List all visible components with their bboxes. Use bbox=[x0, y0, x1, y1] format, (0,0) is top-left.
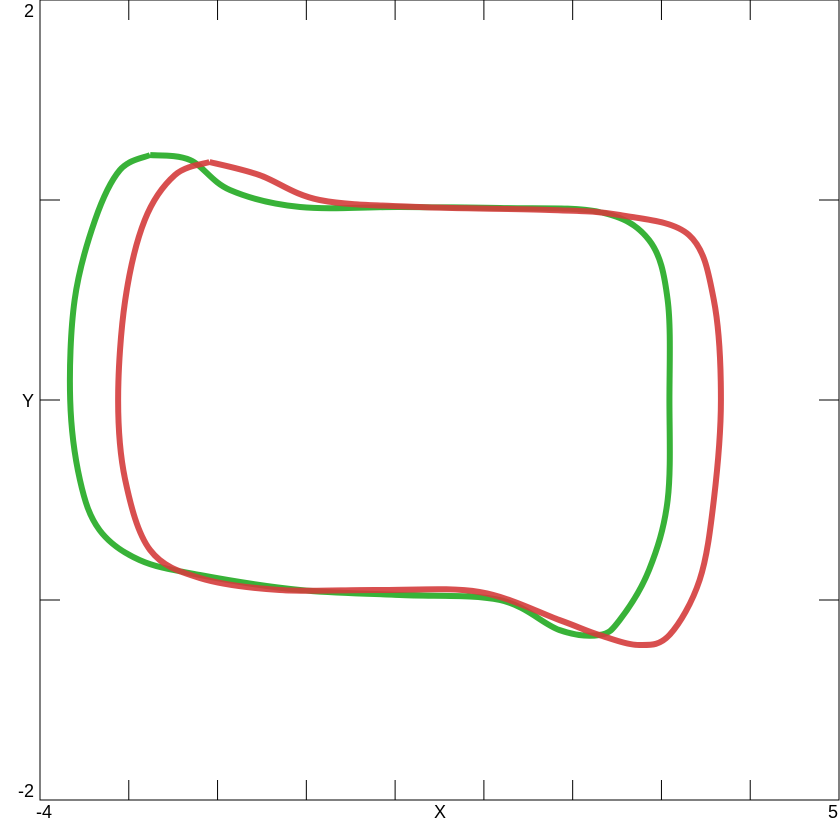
y-axis-label: Y bbox=[22, 391, 34, 411]
y-tick-label: 2 bbox=[24, 1, 34, 21]
x-tick-label: 5 bbox=[828, 802, 838, 822]
x-axis-label: X bbox=[434, 802, 446, 822]
x-tick-label: -4 bbox=[36, 802, 52, 822]
y-tick-label: -2 bbox=[18, 781, 34, 801]
trajectory bbox=[115, 159, 724, 649]
